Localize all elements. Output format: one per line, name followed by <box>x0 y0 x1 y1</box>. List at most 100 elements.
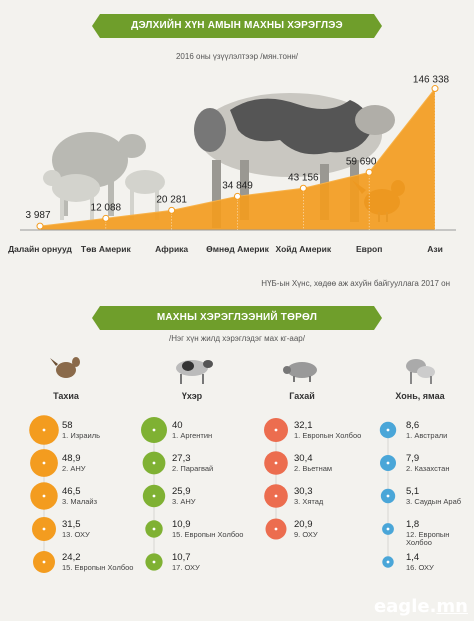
data-point <box>431 85 439 93</box>
data-point <box>365 168 373 176</box>
item-value: 10,9 <box>172 519 191 530</box>
category-label: Европ <box>356 244 382 254</box>
item-value: 27,3 <box>172 453 191 464</box>
bubble-dot <box>386 494 390 498</box>
pig-icon <box>283 362 317 382</box>
bubble-dot <box>274 461 278 465</box>
item-value: 20,9 <box>294 519 313 530</box>
item-label: 16. ОХУ <box>406 563 434 572</box>
item-value: 48,9 <box>62 453 81 464</box>
bubble-dot <box>152 494 156 498</box>
chart-subtitle: 2016 оны үзүүлэлтээр /мян.тонн/ <box>175 52 299 61</box>
cow-icon <box>194 93 395 228</box>
bubble-dot <box>42 494 46 498</box>
bubble-dot <box>152 560 156 564</box>
bubble-dot <box>274 428 278 432</box>
bubble-dot <box>42 428 46 432</box>
item-value: 30,3 <box>294 486 313 497</box>
group-name: Гахай <box>289 391 315 401</box>
bubble-dot <box>152 461 156 465</box>
item-value: 1,4 <box>406 552 419 563</box>
item-value: 10,7 <box>172 552 191 563</box>
value-label: 20 281 <box>156 194 187 205</box>
value-label: 59 690 <box>346 156 377 167</box>
logo-prefix: eagle. <box>373 596 437 617</box>
item-label: 15. Европын Холбоо <box>62 563 133 572</box>
item-value: 31,5 <box>62 519 81 530</box>
data-point <box>36 222 44 230</box>
bubble-dot <box>386 461 390 465</box>
item-value: 7,9 <box>406 453 419 464</box>
area-chart: 3 987 12 088 20 281 34 849 43 156 59 690 146 3… <box>8 75 456 254</box>
bubble-dot <box>274 494 278 498</box>
item-value: 24,2 <box>62 552 81 563</box>
group-name: Хонь, ямаа <box>395 391 445 401</box>
bubble-dot <box>386 560 390 564</box>
item-value: 25,9 <box>172 486 191 497</box>
value-label: 43 156 <box>288 172 319 183</box>
item-label: 2. Казахстан <box>406 464 449 473</box>
bubble-dot <box>386 428 390 432</box>
item-value: 58 <box>62 420 73 431</box>
chart-title: ДЭЛХИЙН ХҮН АМЫН МАХНЫ ХЭРЭГЛЭЭ <box>131 20 343 31</box>
group-name: Үхэр <box>182 391 203 401</box>
category-label: Ази <box>427 244 443 254</box>
item-label: 2. АНУ <box>62 464 86 473</box>
item-label: 15. Европын Холбоо <box>172 530 243 539</box>
bubble-dot <box>152 428 156 432</box>
section2-banner: МАХНЫ ХЭРЭГЛЭЭНИЙ ТӨРӨЛ <box>92 306 382 330</box>
item-label: 3. Саудын Араб <box>406 497 461 506</box>
category-label: Өмнөд Америк <box>206 244 270 254</box>
value-label: 12 088 <box>91 202 122 213</box>
lamb-icon <box>43 170 165 220</box>
item-label: 3. Хятад <box>294 497 324 506</box>
eagle-logo: eagle.mn <box>374 596 468 617</box>
source-note: НҮБ-ын Хүнс, хөдөө аж ахуйн байгууллага … <box>261 279 450 288</box>
item-label: 2. Вьетнам <box>294 464 332 473</box>
value-label: 34 849 <box>222 180 253 191</box>
bubble-dot <box>386 527 390 531</box>
bubble-dot <box>42 527 46 531</box>
data-point <box>102 214 110 222</box>
bubble-dot <box>274 527 278 531</box>
area-fill <box>40 88 435 230</box>
data-point <box>234 192 241 200</box>
item-label: 12. Европын Холбоо <box>406 530 449 547</box>
value-label: 146 338 <box>413 75 450 86</box>
item-value: 8,6 <box>406 420 419 431</box>
item-label: 1. Австрали <box>406 431 447 440</box>
item-value: 30,4 <box>294 453 313 464</box>
data-point <box>299 184 307 192</box>
item-label: 3. Малайз <box>62 497 98 506</box>
chicken-icon <box>50 357 80 378</box>
group-name: Тахиа <box>53 391 80 401</box>
chart-title-banner: ДЭЛХИЙН ХҮН АМЫН МАХНЫ ХЭРЭГЛЭЭ <box>92 14 382 38</box>
item-value: 32,1 <box>294 420 313 431</box>
item-value: 1,8 <box>406 519 419 530</box>
category-label: Далайн орнууд <box>8 244 72 254</box>
item-label: 13. ОХУ <box>62 530 90 539</box>
item-label: 1. Европын Холбоо <box>294 431 361 440</box>
item-label: 9. ОХУ <box>294 530 318 539</box>
logo-suffix: mn <box>436 596 468 617</box>
data-point <box>168 206 176 214</box>
item-value: 46,5 <box>62 486 81 497</box>
cow-icon <box>176 360 213 384</box>
meat-type-chart: Тахиа Үхэр Гахай Хонь, ямаа 581. Израиль 48,… <box>29 357 461 573</box>
item-label: 2. Парагвай <box>172 464 213 473</box>
item-value: 40 <box>172 420 183 431</box>
item-label: 17. ОХУ <box>172 563 200 572</box>
bubble-dot <box>42 560 46 564</box>
item-label: 3. АНУ <box>172 497 196 506</box>
bubble-dot <box>42 461 46 465</box>
item-label: 1. Израиль <box>62 431 100 440</box>
section2-title: МАХНЫ ХЭРЭГЛЭЭНИЙ ТӨРӨЛ <box>156 312 318 323</box>
category-label: Төв Америк <box>81 244 132 254</box>
value-label: 3 987 <box>25 210 50 221</box>
category-label: Африка <box>155 244 188 254</box>
sheep-icon <box>406 359 435 384</box>
bubble-dot <box>152 527 156 531</box>
item-label: 1. Аргентин <box>172 431 212 440</box>
section2-subtitle: /Нэг хүн жилд хэрэглэдэг мах кг-аар/ <box>169 334 305 343</box>
category-label: Хойд Америк <box>276 244 332 254</box>
